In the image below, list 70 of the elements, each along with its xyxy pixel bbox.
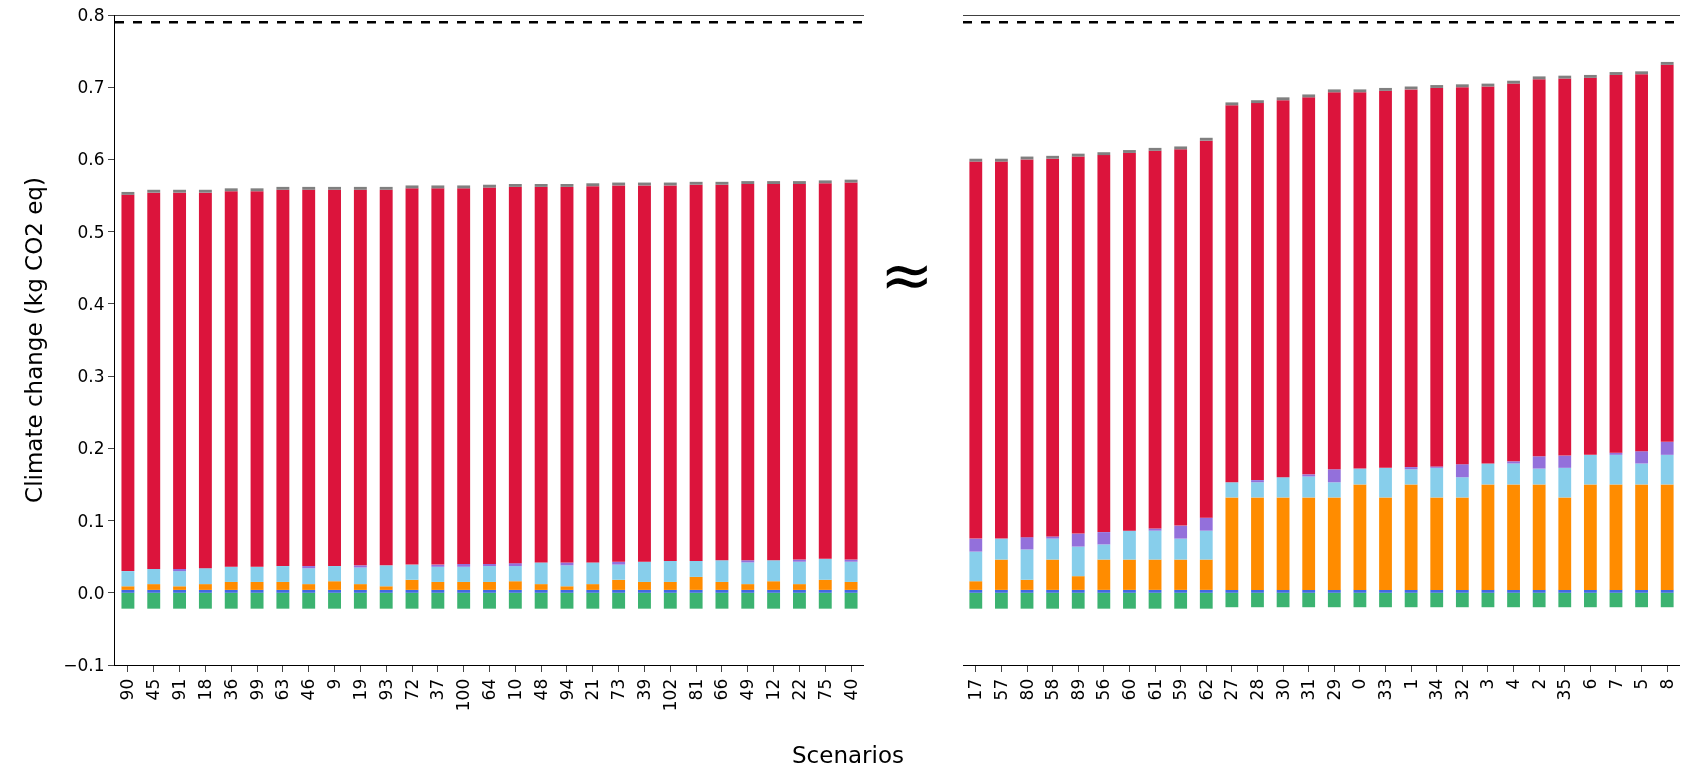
x-tick-label: 102 — [659, 678, 680, 712]
x-tick-label: 35 — [1554, 678, 1575, 701]
x-tick-label: 0 — [1349, 678, 1370, 690]
y-tick-label: 0.3 — [77, 366, 105, 387]
x-tick-label: 1 — [1400, 678, 1421, 690]
x-tick-label: 89 — [1067, 678, 1088, 701]
x-tick-label: 29 — [1323, 678, 1344, 701]
y-tick-label: 0.2 — [77, 438, 105, 459]
x-tick-label: 4 — [1503, 678, 1524, 690]
x-tick-label: 49 — [737, 678, 758, 701]
x-tick-label: 34 — [1426, 678, 1447, 701]
x-tick-label: 100 — [453, 678, 474, 712]
y-tick-label: 0.0 — [77, 582, 105, 603]
x-tick-label: 93 — [375, 678, 396, 701]
x-axis-title: Scenarios — [792, 742, 904, 768]
y-tick-label: 0.4 — [77, 293, 105, 314]
x-tick-label: 91 — [169, 678, 190, 701]
x-tick-label: 37 — [427, 678, 448, 701]
x-tick-label: 58 — [1042, 678, 1063, 701]
x-tick-label: 63 — [272, 678, 293, 701]
x-tick-label: 12 — [763, 678, 784, 701]
y-tick-label: 0.6 — [77, 149, 105, 170]
x-tick-label: 21 — [582, 678, 603, 701]
y-tick-label: −0.1 — [63, 654, 105, 675]
x-tick-label: 30 — [1272, 678, 1293, 701]
x-tick-label: 36 — [220, 678, 241, 701]
x-tick-label: 8 — [1656, 678, 1677, 690]
x-tick-label: 45 — [143, 678, 164, 701]
x-tick-label: 48 — [530, 678, 551, 701]
x-tick-label: 19 — [349, 678, 370, 701]
x-tick-label: 66 — [711, 678, 732, 701]
x-tick-label: 99 — [246, 678, 267, 701]
x-tick-label: 6 — [1579, 678, 1600, 690]
x-tick-label: 9 — [324, 678, 345, 690]
x-tick-label: 3 — [1477, 678, 1498, 690]
x-tick-label: 73 — [608, 678, 629, 701]
x-tick-label: 5 — [1631, 678, 1652, 690]
x-tick-label: 56 — [1093, 678, 1114, 701]
text: ≈ — [880, 238, 934, 312]
x-tick-label: 75 — [814, 678, 835, 701]
y-tick-label: 0.1 — [77, 510, 105, 531]
x-tick-label: 59 — [1170, 678, 1191, 701]
x-tick-label: 61 — [1144, 678, 1165, 701]
x-tick-label: 57 — [990, 678, 1011, 701]
x-tick-label: 81 — [685, 678, 706, 701]
y-tick-label: 0.7 — [77, 77, 105, 98]
x-tick-label: 33 — [1375, 678, 1396, 701]
y-tick-label: 0.8 — [77, 4, 105, 25]
x-tick-label: 64 — [479, 678, 500, 701]
x-tick-label: 28 — [1247, 678, 1268, 701]
x-tick-label: 94 — [556, 678, 577, 701]
x-tick-label: 62 — [1195, 678, 1216, 701]
x-tick-label: 2 — [1528, 678, 1549, 690]
x-tick-label: 31 — [1298, 678, 1319, 701]
x-tick-label: 18 — [194, 678, 215, 701]
x-tick-label: 90 — [117, 678, 138, 701]
x-tick-label: 7 — [1605, 678, 1626, 690]
y-axis-title: Climate change (kg CO2 eq) — [20, 177, 47, 503]
x-tick-label: 10 — [504, 678, 525, 701]
x-tick-label: 22 — [788, 678, 809, 701]
x-tick-label: 72 — [401, 678, 422, 701]
x-tick-label: 32 — [1451, 678, 1472, 701]
x-tick-label: 80 — [1016, 678, 1037, 701]
y-tick-label: 0.5 — [77, 221, 105, 242]
x-tick-label: 27 — [1221, 678, 1242, 701]
x-tick-label: 39 — [633, 678, 654, 701]
x-tick-label: 60 — [1118, 678, 1139, 701]
x-tick-label: 17 — [965, 678, 986, 701]
x-tick-label: 46 — [298, 678, 319, 701]
x-tick-label: 40 — [840, 678, 861, 701]
